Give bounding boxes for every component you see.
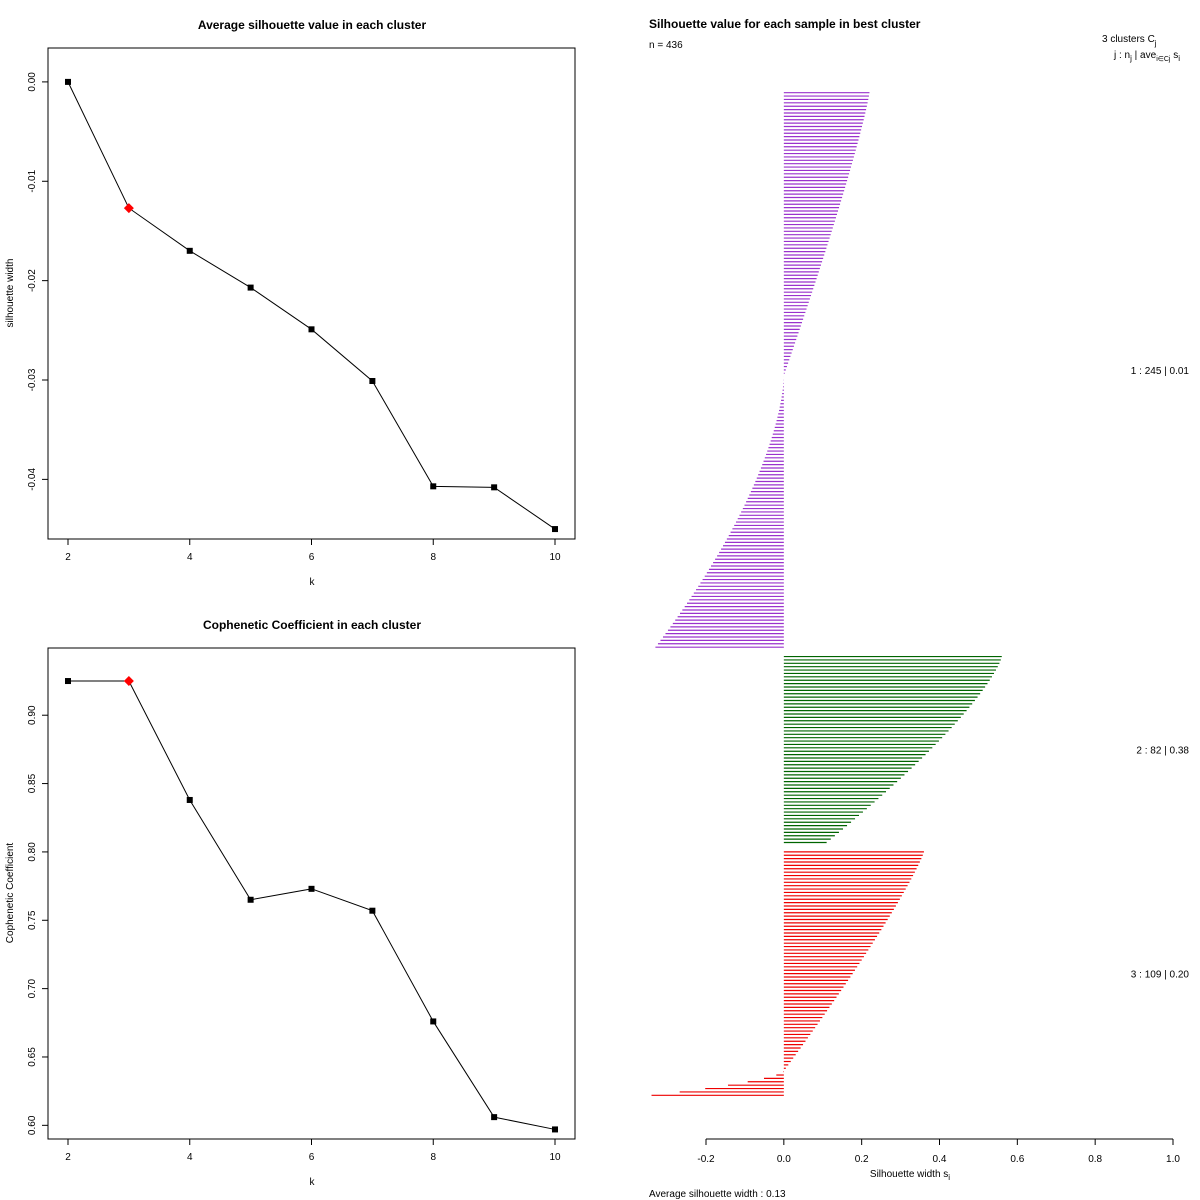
cluster-label: 3 : 109 | 0.20 bbox=[1131, 970, 1190, 981]
data-point bbox=[491, 484, 498, 491]
series-line bbox=[67, 81, 556, 530]
legend-subheader-end: s bbox=[1170, 50, 1178, 61]
y-tick-label: -0.01 bbox=[27, 169, 38, 192]
legend-subheader-rest: | ave bbox=[1132, 50, 1157, 61]
chart3-n-label: n = 436 bbox=[649, 40, 683, 51]
data-point bbox=[369, 378, 376, 385]
chart1-y-axis: 0.00 -0.01 -0.02 -0.03 -0.04 bbox=[27, 72, 48, 491]
data-point bbox=[430, 1018, 437, 1025]
legend-header: 3 clusters Cj bbox=[1102, 34, 1157, 48]
chart3-bars bbox=[651, 92, 1002, 1096]
data-point bbox=[247, 896, 254, 903]
y-tick-label: 0.75 bbox=[27, 910, 38, 930]
chart2-ylabel: Cophenetic Coefficient bbox=[5, 843, 16, 944]
cluster-label: 1 : 245 | 0.01 bbox=[1131, 366, 1190, 377]
x-tick-label: 1.0 bbox=[1166, 1154, 1180, 1165]
y-tick-label: 0.65 bbox=[27, 1047, 38, 1067]
chart3-x-axis: -0.2 0.0 0.2 0.4 0.6 0.8 1.0 bbox=[697, 1138, 1180, 1165]
chart3-cluster-labels: 1 : 245 | 0.01 2 : 82 | 0.38 3 : 109 | 0.2… bbox=[1131, 366, 1190, 981]
data-point bbox=[369, 907, 376, 914]
chart2-series bbox=[65, 676, 558, 1133]
chart3-xlabel: Silhouette width si bbox=[870, 1169, 950, 1182]
chart2-y-axis: 0.60 0.65 0.70 0.75 0.80 0.85 0.90 bbox=[27, 705, 48, 1135]
data-point bbox=[247, 284, 254, 291]
y-tick-label: -0.04 bbox=[27, 468, 38, 491]
chart1-frame bbox=[47, 47, 576, 540]
chart3-average-text: Average silhouette width : 0.13 bbox=[649, 1189, 786, 1200]
x-tick-label: 4 bbox=[187, 552, 193, 563]
x-tick-label: 10 bbox=[549, 552, 561, 563]
y-tick-label: 0.70 bbox=[27, 978, 38, 998]
y-tick-label: 0.85 bbox=[27, 773, 38, 793]
legend-header-sub: j bbox=[1154, 39, 1157, 48]
chart2-title: Cophenetic Coefficient in each cluster bbox=[203, 618, 421, 632]
x-tick-label: 4 bbox=[187, 1152, 193, 1163]
x-tick-label: 6 bbox=[309, 1152, 315, 1163]
data-point bbox=[552, 1126, 558, 1133]
x-tick-label: 0.2 bbox=[855, 1154, 869, 1165]
silhouette-bar-chart: Silhouette value for each sample in best… bbox=[649, 17, 1189, 1200]
x-tick-label: 10 bbox=[549, 1152, 561, 1163]
data-point bbox=[308, 326, 315, 333]
data-point bbox=[552, 526, 558, 533]
data-point bbox=[186, 247, 193, 254]
legend-subheader-sub1: j bbox=[1129, 54, 1132, 63]
chart1-ylabel: silhouette width bbox=[5, 259, 16, 328]
chart3-xlabel-main: Silhouette width s bbox=[870, 1169, 948, 1180]
y-tick-label: 0.60 bbox=[27, 1115, 38, 1135]
legend-header-main: 3 clusters C bbox=[1102, 34, 1155, 45]
x-tick-label: 0.6 bbox=[1010, 1154, 1024, 1165]
data-point bbox=[430, 483, 437, 490]
chart3-title: Silhouette value for each sample in best… bbox=[649, 17, 921, 31]
cluster-label: 2 : 82 | 0.38 bbox=[1136, 746, 1189, 757]
legend-subheader: j : nj | avei∈Cj si bbox=[1113, 50, 1180, 63]
legend-subheader-main: j : n bbox=[1113, 50, 1130, 61]
chart1-x-axis: 2 4 6 8 10 bbox=[65, 539, 561, 563]
chart1-xlabel: k bbox=[310, 577, 316, 588]
data-point bbox=[308, 885, 315, 892]
cophenetic-line-chart: Cophenetic Coefficient in each cluster 2… bbox=[5, 618, 576, 1188]
x-tick-label: 2 bbox=[65, 552, 71, 563]
y-tick-label: 0.00 bbox=[27, 72, 38, 92]
x-tick-label: 6 bbox=[309, 552, 315, 563]
x-tick-label: 0.0 bbox=[777, 1154, 791, 1165]
legend-subheader-sub2: i∈Cj bbox=[1156, 56, 1171, 63]
chart1-title: Average silhouette value in each cluster bbox=[198, 18, 427, 32]
legend-subheader-sub3: i bbox=[1178, 54, 1180, 63]
silhouette-line-chart: Average silhouette value in each cluster… bbox=[5, 18, 576, 588]
y-tick-label: -0.03 bbox=[27, 368, 38, 391]
x-tick-label: 0.4 bbox=[933, 1154, 947, 1165]
chart2-frame bbox=[47, 647, 576, 1140]
y-tick-label: 0.90 bbox=[27, 705, 38, 725]
data-point bbox=[65, 78, 71, 85]
data-point bbox=[65, 678, 71, 685]
x-tick-label: -0.2 bbox=[697, 1154, 715, 1165]
series-line bbox=[68, 680, 556, 1130]
chart1-series bbox=[65, 78, 558, 533]
x-tick-label: 8 bbox=[430, 552, 436, 563]
x-tick-label: 8 bbox=[430, 1152, 436, 1163]
chart3-xlabel-sub: i bbox=[948, 1173, 950, 1182]
y-tick-label: 0.80 bbox=[27, 842, 38, 862]
highlight-point bbox=[123, 676, 134, 687]
data-point bbox=[186, 796, 193, 803]
chart2-xlabel: k bbox=[310, 1177, 316, 1188]
y-tick-label: -0.02 bbox=[27, 269, 38, 292]
data-point bbox=[491, 1114, 498, 1121]
x-tick-label: 0.8 bbox=[1088, 1154, 1102, 1165]
x-tick-label: 2 bbox=[65, 1152, 71, 1163]
chart2-x-axis: 2 4 6 8 10 bbox=[65, 1139, 561, 1163]
highlight-point bbox=[123, 203, 134, 214]
